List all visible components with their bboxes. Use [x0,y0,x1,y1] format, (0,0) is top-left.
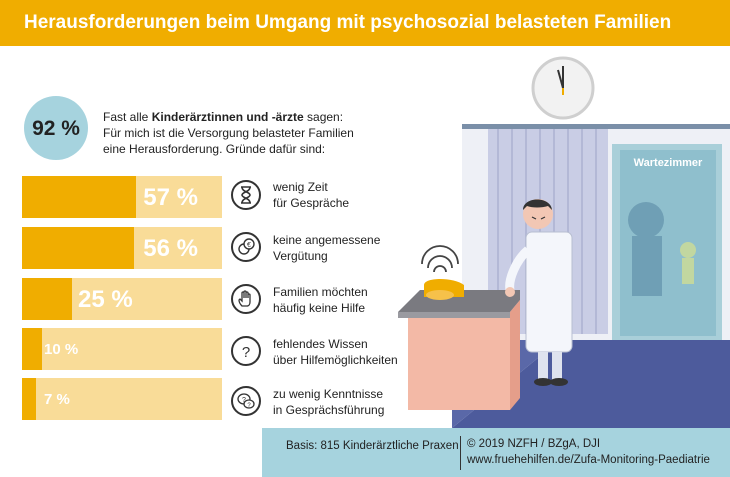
reason-2: keine angemessene Vergütung [273,232,453,264]
bar-value-label-3: 25 % [78,286,133,313]
door-sign: Wartezimmer [634,157,703,169]
floor [452,340,730,428]
page-title: Herausforderungen beim Umgang mit psycho… [24,12,672,33]
reason-4: fehlendes Wissen über Hilfemöglichkeiten [273,336,453,368]
question-mark-icon: ? [231,336,261,366]
reason-5-line-1: zu wenig Kenntnisse [273,387,384,401]
waiting-person-body [632,236,662,296]
bar-track-1: 57 % [22,176,222,218]
child-figure-body [682,258,694,284]
reason-3: Familien möchten häufig keine Hilfe [273,284,453,316]
reason-1: wenig Zeit für Gespräche [273,179,453,211]
intro-suffix: sagen: [303,110,344,124]
reason-2-line-1: keine angemessene [273,233,381,247]
svg-text:€: € [247,242,251,249]
doctor-figure [505,199,573,386]
reason-1-line-2: für Gespräche [273,196,350,210]
bar-value-label-4: 10 % [44,341,79,358]
bar-2 [22,227,134,269]
stop-hand-icon [231,284,261,314]
bar-track-5: 7 % [22,378,222,420]
bar-value-label-1: 57 % [143,184,198,211]
reason-4-line-2: über Hilfemöglichkeiten [273,353,398,367]
reason-2-line-2: Vergütung [273,249,328,263]
bar-value-label-2: 56 % [143,235,198,262]
bar-value-label-5: 7 % [44,391,70,408]
svg-text:?: ? [242,344,250,361]
footer-url[interactable]: www.fruehehilfen.de/Zufa-Monitoring-Paed… [467,454,710,466]
child-figure [680,242,696,258]
footer-basis: Basis: 815 Kinderärztliche Praxen [286,440,459,452]
bar-track-4: 10 % [22,328,222,370]
percent-circle [24,96,88,160]
euro-coin-icon: € [231,232,261,262]
intro-text: Fast alle Kinderärztinnen und -ärzte sag… [103,109,373,157]
bar-track-2: 56 % [22,227,222,269]
ringing-phone [421,245,464,300]
svg-text:?: ? [242,397,246,404]
bar-track-3: 25 % [22,278,222,320]
hourglass-icon [231,180,261,210]
reason-3-line-1: Familien möchten [273,285,368,299]
svg-text:?: ? [247,403,251,409]
desk [398,290,520,410]
wall-clock [531,56,595,120]
header-bar: Herausforderungen beim Umgang mit psycho… [0,0,730,46]
bar-3 [22,278,72,320]
footer-copyright: © 2019 NZFH / BZgA, DJI [467,438,601,450]
reason-5: zu wenig Kenntnisse in Gesprächsführung [273,386,453,418]
percent-value: 92 % [32,117,80,140]
footer-source: © 2019 NZFH / BZgA, DJI www.fruehehilfen… [467,436,710,468]
footer-divider [460,436,461,470]
intro-prefix: Fast alle [103,110,152,124]
bar-4 [22,328,42,370]
speech-bubbles-icon: ?? [231,386,261,416]
reason-5-line-2: in Gesprächsführung [273,403,385,417]
curtain-rod [462,124,730,129]
intro-line-2: Für mich ist die Versorgung belasteter F… [103,126,354,140]
intro-bold: Kinderärztinnen und -ärzte [151,110,304,124]
reason-1-line-1: wenig Zeit [273,180,328,194]
waiting-person [628,202,664,238]
footer: Basis: 815 Kinderärztliche Praxen © 2019… [262,428,730,477]
bar-1 [22,176,136,218]
reason-3-line-2: häufig keine Hilfe [273,301,366,315]
intro-line-3: eine Herausforderung. Gründe dafür sind: [103,142,326,156]
reason-4-line-1: fehlendes Wissen [273,337,368,351]
bar-5 [22,378,36,420]
